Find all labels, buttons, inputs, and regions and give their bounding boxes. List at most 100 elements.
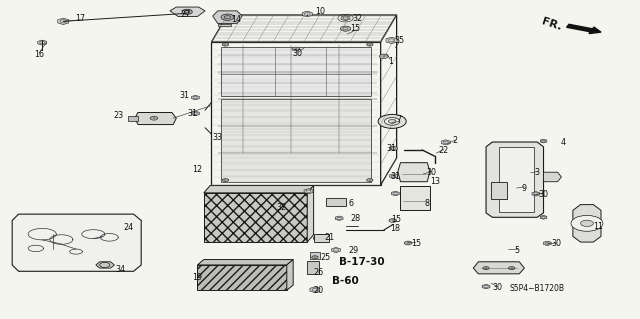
Text: 30: 30	[427, 168, 436, 177]
Text: 33: 33	[213, 133, 223, 142]
Bar	[204, 193, 307, 242]
Text: 8: 8	[425, 199, 430, 208]
Polygon shape	[386, 37, 397, 44]
Bar	[326, 197, 346, 205]
Polygon shape	[332, 248, 340, 253]
Text: 10: 10	[315, 7, 325, 16]
Polygon shape	[398, 163, 430, 182]
Text: 30: 30	[292, 48, 303, 58]
Text: 20: 20	[314, 286, 324, 295]
Text: 16: 16	[34, 50, 44, 59]
Polygon shape	[211, 42, 381, 185]
Polygon shape	[197, 260, 293, 265]
Text: 31: 31	[390, 172, 401, 181]
Bar	[221, 99, 371, 182]
Text: 5: 5	[514, 246, 519, 255]
Bar	[307, 261, 319, 274]
Polygon shape	[170, 7, 205, 17]
Polygon shape	[12, 214, 141, 271]
Bar	[310, 252, 320, 259]
Text: 21: 21	[324, 234, 335, 242]
Text: 30: 30	[493, 283, 502, 292]
Polygon shape	[540, 139, 547, 143]
Text: 14: 14	[230, 15, 241, 24]
Text: B-17-30: B-17-30	[339, 257, 385, 267]
Bar	[314, 234, 329, 242]
Text: 15: 15	[411, 239, 421, 248]
Text: 29: 29	[349, 246, 359, 255]
Circle shape	[221, 14, 234, 20]
Polygon shape	[392, 191, 399, 196]
Circle shape	[388, 120, 396, 123]
Polygon shape	[129, 116, 138, 121]
Polygon shape	[96, 262, 115, 268]
Circle shape	[222, 43, 228, 46]
Polygon shape	[341, 16, 350, 21]
Text: 9: 9	[522, 184, 527, 193]
Text: 3: 3	[534, 168, 540, 177]
Text: 32: 32	[276, 203, 287, 212]
Polygon shape	[473, 262, 524, 274]
Polygon shape	[287, 260, 293, 290]
Polygon shape	[390, 146, 397, 151]
Text: 17: 17	[76, 14, 86, 23]
Circle shape	[483, 267, 489, 270]
Text: 31: 31	[180, 92, 189, 100]
Text: 30: 30	[538, 190, 548, 199]
Text: 1: 1	[388, 56, 393, 65]
Polygon shape	[135, 113, 176, 124]
Bar	[491, 182, 507, 199]
Polygon shape	[58, 18, 69, 25]
Text: 32: 32	[352, 14, 362, 23]
Text: 12: 12	[193, 165, 202, 174]
Circle shape	[150, 116, 158, 120]
Polygon shape	[191, 95, 199, 100]
Circle shape	[367, 179, 373, 182]
Circle shape	[378, 115, 406, 128]
Polygon shape	[532, 192, 540, 196]
Polygon shape	[204, 186, 314, 193]
Circle shape	[222, 179, 228, 182]
Text: 15: 15	[350, 24, 360, 33]
Text: 35: 35	[394, 36, 404, 45]
Polygon shape	[302, 11, 312, 17]
Circle shape	[312, 256, 318, 259]
Polygon shape	[307, 186, 314, 242]
Polygon shape	[212, 11, 242, 24]
Text: 25: 25	[320, 253, 330, 262]
Polygon shape	[390, 174, 397, 178]
Circle shape	[385, 118, 400, 125]
Text: 27: 27	[180, 11, 191, 19]
Text: 6: 6	[348, 199, 353, 208]
Text: B-60: B-60	[332, 276, 359, 286]
Polygon shape	[543, 241, 551, 246]
Polygon shape	[499, 147, 534, 212]
Polygon shape	[310, 287, 320, 293]
Circle shape	[182, 9, 192, 14]
Circle shape	[571, 215, 603, 231]
Text: 24: 24	[124, 223, 134, 232]
Bar	[221, 47, 371, 96]
Text: FR.: FR.	[540, 17, 563, 33]
Text: 15: 15	[392, 215, 402, 224]
Polygon shape	[442, 140, 450, 145]
Circle shape	[314, 234, 329, 242]
Text: 22: 22	[439, 146, 449, 155]
Text: 4: 4	[560, 137, 565, 146]
Polygon shape	[543, 172, 561, 182]
Text: 18: 18	[390, 224, 401, 233]
Circle shape	[580, 220, 593, 226]
Bar	[197, 265, 287, 290]
Polygon shape	[482, 284, 490, 289]
Polygon shape	[304, 189, 313, 194]
Bar	[400, 187, 431, 210]
Text: 2: 2	[453, 136, 458, 145]
Circle shape	[389, 219, 397, 222]
Text: 31: 31	[188, 109, 197, 118]
Text: S5P4−B1720B: S5P4−B1720B	[509, 284, 564, 293]
Polygon shape	[218, 24, 230, 26]
Text: 19: 19	[193, 273, 202, 282]
Circle shape	[340, 26, 351, 31]
Text: 23: 23	[114, 111, 124, 120]
Text: 30: 30	[551, 239, 561, 248]
